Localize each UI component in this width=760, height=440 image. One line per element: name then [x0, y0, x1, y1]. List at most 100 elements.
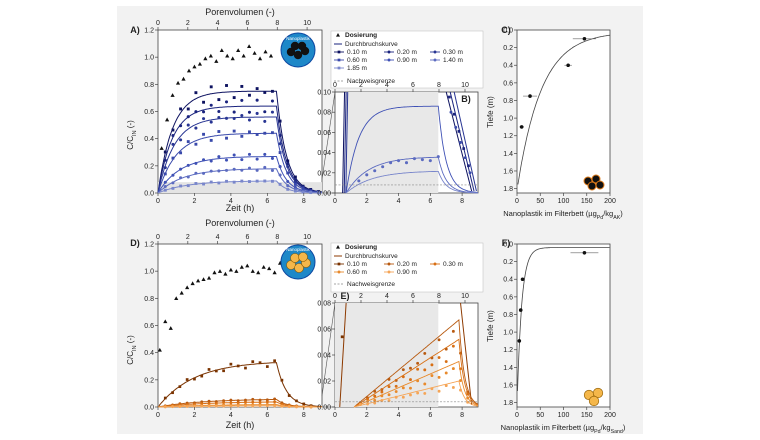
panel-A-y-label-part: IN: [132, 130, 138, 136]
panel-A-point-1.85m: [163, 188, 167, 192]
panel-A-dosing-point: [247, 44, 252, 48]
panel-B-falling-point: [459, 141, 462, 144]
panel-D-dosing-point: [185, 285, 190, 290]
panel-D-y-label-part: C/C: [126, 351, 135, 365]
panel-A-point-0.10m: [163, 150, 167, 154]
panel-A-point-0.90m: [217, 155, 221, 159]
panel-F-point: [582, 251, 587, 255]
panel-D-point-0.90m: [236, 404, 240, 408]
panel-B-y-tick-label: 0.08: [317, 110, 331, 117]
panel-E-point-0.90m: [380, 399, 384, 402]
panel-D-point-0.10m: [295, 399, 298, 403]
panel-A-zoom-connector: [321, 91, 336, 180]
panel-A-point-0.60m: [225, 136, 228, 140]
panel-A-badge-particle: [297, 41, 307, 51]
panel-F-x-tick-label: 0: [515, 412, 519, 419]
legend-bottom-series-label: 0.10 m: [347, 261, 367, 268]
panel-D-y-tick-label: 0.4: [144, 350, 154, 357]
panel-A-badge-particle: [290, 41, 300, 51]
panel-C-x-label-part: ): [620, 209, 623, 218]
panel-C-x-label: Nanoplastik im Filterbett (µgPd/kgAK): [503, 209, 623, 221]
panel-D-badge-particle: [290, 253, 300, 263]
panel-B-x-tick-label: 2: [365, 198, 369, 205]
panel-A-dosing-point: [170, 93, 175, 97]
panel-A-badge-particle: [293, 50, 303, 60]
panel-A-point-1.40m: [286, 184, 290, 188]
panel-A-point-0.30m: [263, 119, 267, 123]
legend-top-series-label: 0.10 m: [347, 49, 367, 56]
panel-D-point-0.10m: [214, 369, 218, 373]
panel-F-point: [518, 308, 523, 312]
legend-top-series-marker: [337, 66, 341, 70]
panel-D-point-0.90m: [273, 404, 277, 408]
panel-C-y-tick-label: 1.4: [503, 151, 513, 158]
panel-F-x-tick-label: 150: [581, 412, 593, 419]
panel-C-point: [566, 63, 570, 68]
panel-D-point-0.90m: [171, 405, 175, 409]
panel-E-point-0.60m: [444, 371, 448, 375]
panel-A-point-0.90m: [224, 158, 229, 162]
panel-B-point: [404, 161, 409, 165]
panel-D-dosing-point: [157, 347, 162, 352]
panel-F-y-tick-label: 1.0: [503, 330, 513, 337]
panel-F-point: [517, 339, 522, 343]
panel-D-point-0.10m: [302, 402, 306, 406]
panel-A-x-tick-label: 0: [156, 198, 160, 205]
panel-E-point-0.90m: [459, 388, 462, 392]
panel-B-top-tick-label: 2: [359, 82, 363, 89]
panel-D-top-tick-label: 4: [216, 234, 220, 241]
panel-A-dosing-point: [159, 146, 164, 150]
legend-bottom-series-marker: [433, 262, 437, 266]
panel-D-point-0.90m: [214, 404, 218, 408]
panel-A-point-1.40m: [278, 173, 282, 177]
panel-A-dosing-point: [181, 76, 186, 81]
panel-E-curve-0.30m: [353, 338, 479, 408]
panel-B-top-tick-label: 10: [461, 82, 469, 89]
panel-D-point-0.90m: [207, 404, 211, 408]
panel-E-top-tick-label: 0: [333, 293, 337, 300]
panel-D-dosing-point: [195, 278, 201, 283]
panel-E-point-0.30m: [466, 392, 470, 396]
panel-D-point-0.90m: [222, 404, 226, 408]
panel-E-point-0.30m: [373, 394, 377, 398]
panel-E-point-0.30m: [380, 390, 384, 394]
panel-A-point-0.20m: [179, 124, 183, 128]
panel-D-top-tick-label: 8: [275, 234, 279, 241]
panel-A-point-0.60m: [278, 151, 282, 154]
panel-D-point-0.30m: [222, 401, 226, 404]
panel-A-point-0.90m: [232, 153, 236, 157]
panel-D-point-0.10m: [171, 391, 174, 395]
legend-top-series-marker: [337, 50, 341, 54]
panel-B-falling-point: [463, 156, 467, 160]
panel-E-point-0.90m: [423, 391, 427, 395]
panel-A-point-0.30m: [232, 116, 236, 121]
panel-D-dosing-point: [261, 264, 266, 269]
panel-A-point-0.60m: [217, 130, 221, 133]
panel-A-dosing-point: [268, 53, 274, 58]
panel-A-nanoplastic-badge: [280, 32, 316, 68]
panel-F-y-tick-label: 0.2: [503, 259, 513, 266]
panel-A-point-1.40m: [232, 167, 236, 171]
panel-D-dosing-point: [179, 290, 184, 295]
panel-E-curve-edge: [460, 302, 473, 406]
panel-A-point-0.20m: [186, 115, 190, 119]
panel-D-top-tick-label: 6: [246, 234, 250, 241]
panel-A-point-1.40m: [255, 168, 259, 172]
panel-C-y-tick-label: 1.2: [503, 133, 513, 140]
panel-E-point-0.60m: [437, 375, 441, 379]
panel-D-point-0.90m: [163, 405, 167, 409]
panel-E-point-0.30m: [437, 356, 441, 359]
panel-F-x-label-part: Nanoplastik im Filterbett (µg: [501, 423, 595, 432]
panel-B-point: [389, 161, 393, 165]
panel-E-point-early: [340, 335, 344, 339]
legend-bottom-series-marker: [387, 270, 391, 274]
panel-D-point-0.90m: [200, 404, 204, 408]
panel-D-point-0.10m: [185, 378, 189, 381]
panel-C-x-tick-label: 0: [515, 198, 519, 205]
panel-E-x-tick-label: 8: [460, 412, 464, 419]
panel-B-point: [428, 159, 432, 163]
panel-B-curve-edge: [453, 91, 477, 192]
panel-A-point-0.30m: [217, 115, 221, 120]
panel-A-point-1.40m: [217, 169, 221, 173]
